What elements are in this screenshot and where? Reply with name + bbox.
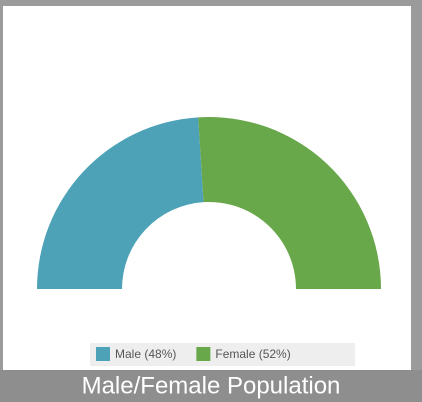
legend-box	[90, 343, 355, 366]
legend-swatch	[96, 347, 110, 361]
half-donut-segment	[37, 117, 204, 289]
legend-label: Male (48%)	[115, 347, 176, 361]
legend-label: Female (52%)	[215, 347, 290, 361]
chart-title: Male/Female Population	[82, 372, 341, 399]
half-donut-segment	[198, 117, 381, 289]
title-bar	[0, 370, 422, 402]
legend-swatch	[196, 347, 211, 361]
